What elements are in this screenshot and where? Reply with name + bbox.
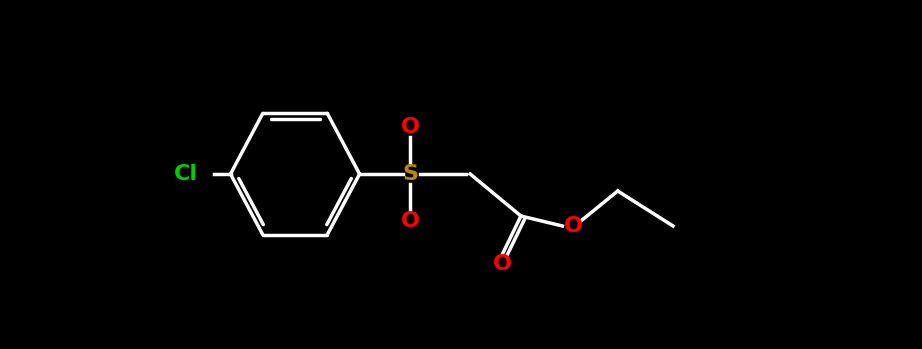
Text: O: O	[401, 117, 420, 137]
Text: O: O	[564, 216, 583, 236]
Text: Cl: Cl	[174, 164, 198, 184]
Text: S: S	[402, 164, 419, 184]
Text: O: O	[493, 254, 512, 274]
Text: O: O	[401, 211, 420, 231]
